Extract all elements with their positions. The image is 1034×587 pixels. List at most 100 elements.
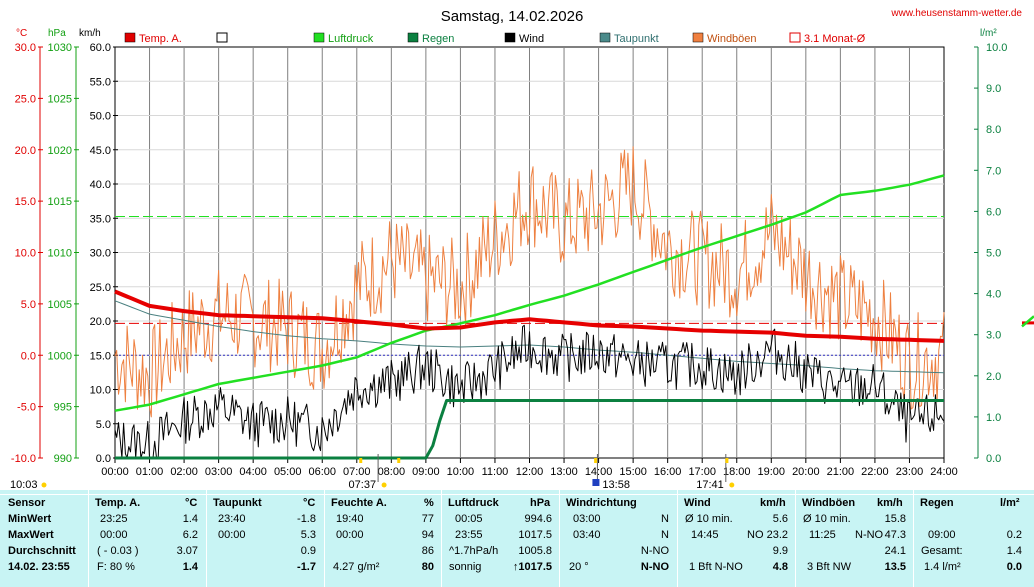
y-tick-label-pressure: 1025 <box>48 93 72 105</box>
rain-cur-val: 0.0 <box>1006 561 1022 573</box>
gust-avg-val: 24.1 <box>884 545 906 557</box>
sensor-header: Sensor <box>8 497 46 509</box>
weather-chart: Samstag, 14.02.2026 www.heusenstamm-wett… <box>10 8 1034 490</box>
legend-swatch <box>124 32 136 43</box>
rain-max-val: 0.2 <box>1006 529 1022 541</box>
y-tick-label-pressure: 1000 <box>48 350 72 362</box>
left-sun-icon <box>41 482 47 488</box>
x-tick-label: 08:00 <box>378 466 406 478</box>
temp-avg-note: ( - 0.03 ) <box>97 545 139 557</box>
press-max-val: 1017.5 <box>518 529 552 541</box>
x-tick-label: 07:00 <box>343 466 371 478</box>
press-min-val: 994.6 <box>524 513 552 525</box>
x-tick-label: 17:00 <box>688 466 716 478</box>
gust-max-dir: N-NO <box>855 529 884 541</box>
unit-kmh: km/h <box>79 28 101 39</box>
wind-min-val: 5.6 <box>772 513 788 525</box>
y-tick-label-rain: 7.0 <box>986 165 1001 177</box>
wind-unit: km/h <box>760 497 786 509</box>
press-cur-note: sonnig <box>449 561 482 573</box>
x-tick-label: 05:00 <box>274 466 302 478</box>
x-tick-label: 16:00 <box>654 466 682 478</box>
y-tick-label-wind: 55.0 <box>90 76 111 88</box>
wdir-header: Windrichtung <box>566 497 637 509</box>
wind-min-note: Ø 10 min. <box>685 513 733 525</box>
sunrise-time: 07:37 <box>349 479 377 490</box>
series-taupunkt <box>114 300 945 374</box>
temp-max-time: 00:00 <box>100 529 128 541</box>
y-tick-label-wind: 50.0 <box>90 111 111 123</box>
x-tick-label: 15:00 <box>619 466 647 478</box>
y-tick-label-pressure: 1005 <box>48 299 72 311</box>
y-tick-label-temp: 15.0 <box>15 196 36 208</box>
y-tick-label-rain: 9.0 <box>986 83 1001 95</box>
gust-max-time: 11:25 <box>809 529 836 541</box>
wdir-avg-val: N-NO <box>640 545 669 557</box>
website-link[interactable]: www.heusenstamm-wetter.de <box>890 8 1022 19</box>
x-tick-label: 11:00 <box>482 466 509 478</box>
temp-min-time: 23:25 <box>100 513 128 525</box>
dew-header: Taupunkt <box>213 497 262 509</box>
legend-label: Windböen <box>707 33 757 45</box>
legend: Temp. A. Luftdruck Regen Wind Taupunkt Windbö… <box>124 32 866 45</box>
y-tick-label-wind: 45.0 <box>90 145 111 157</box>
unit-temp: °C <box>16 28 27 39</box>
legend-label: 3.1 Monat-Ø <box>804 33 866 45</box>
y-tick-label-rain: 5.0 <box>986 248 1001 260</box>
x-tick-label: 18:00 <box>723 466 751 478</box>
y-tick-label-temp: 0.0 <box>21 350 36 362</box>
press-max-time: 23:55 <box>455 529 483 541</box>
press-avg-note: ^1.7hPa/h <box>449 545 499 557</box>
y-tick-label-wind: 15.0 <box>90 350 111 362</box>
y-tick-label-wind: 35.0 <box>90 213 111 225</box>
legend-label: Luftdruck <box>328 33 374 45</box>
wind-max-dir: NO <box>747 529 764 541</box>
wind-cur-note: 1 Bft N-NO <box>689 561 743 573</box>
col-divider <box>559 490 560 587</box>
y-tick-label-wind: 10.0 <box>90 385 111 397</box>
sunset-time: 17:41 <box>696 479 724 490</box>
legend-swatch <box>504 32 516 43</box>
series-wind <box>114 324 945 459</box>
y-tick-label-temp: -5.0 <box>17 402 36 414</box>
y-tick-label-wind: 30.0 <box>90 248 111 260</box>
x-tick-label: 13:00 <box>550 466 578 478</box>
legend-swatch <box>216 32 228 43</box>
dew-min-time: 23:40 <box>218 513 246 525</box>
x-tick-label: 24:00 <box>930 466 958 478</box>
col-divider <box>324 490 325 587</box>
x-tick-label: 00:00 <box>101 466 129 478</box>
gust-min-val: 15.8 <box>884 513 906 525</box>
press-cur-val: ↑1017.5 <box>512 561 552 573</box>
x-tick-label: 19:00 <box>758 466 786 478</box>
y-tick-label-rain: 10.0 <box>986 42 1007 54</box>
y-tick-label-temp: -10.0 <box>11 453 36 465</box>
legend-swatch <box>692 32 704 43</box>
temp-cur-note: F: 80 % <box>97 561 135 573</box>
x-tick-label: 04:00 <box>239 466 267 478</box>
x-tick-label: 02:00 <box>170 466 198 478</box>
gust-cur-val: 13.5 <box>884 561 906 573</box>
chart-title: Samstag, 14.02.2026 <box>441 8 584 25</box>
temp-avg-val: 3.07 <box>176 545 198 557</box>
wdir-max-val: N <box>661 529 669 541</box>
x-tick-label: 09:00 <box>412 466 440 478</box>
legend-swatch <box>407 32 419 43</box>
unit-hpa: hPa <box>48 28 66 39</box>
col-divider <box>206 490 207 587</box>
wind-max-time: 14:45 <box>691 529 719 541</box>
time-markers: 07:37 17:41 13:58 10:03 <box>10 454 735 490</box>
y-tick-label-pressure: 1010 <box>48 248 72 260</box>
legend-swatch <box>789 32 801 43</box>
y-tick-label-rain: 4.0 <box>986 289 1001 301</box>
rain-cur-note: 1.4 l/m² <box>924 561 961 573</box>
x-tick-label: 10:00 <box>447 466 475 478</box>
y-tick-label-wind: 40.0 <box>90 179 111 191</box>
x-tick-label: 06:00 <box>308 466 336 478</box>
pressure-edge-stub <box>1021 315 1034 328</box>
y-tick-label-temp: 10.0 <box>15 248 36 260</box>
series-luftdruck <box>114 174 945 412</box>
col-divider <box>88 490 89 587</box>
row-min-label: MinWert <box>8 513 52 525</box>
series-regen <box>115 399 944 460</box>
